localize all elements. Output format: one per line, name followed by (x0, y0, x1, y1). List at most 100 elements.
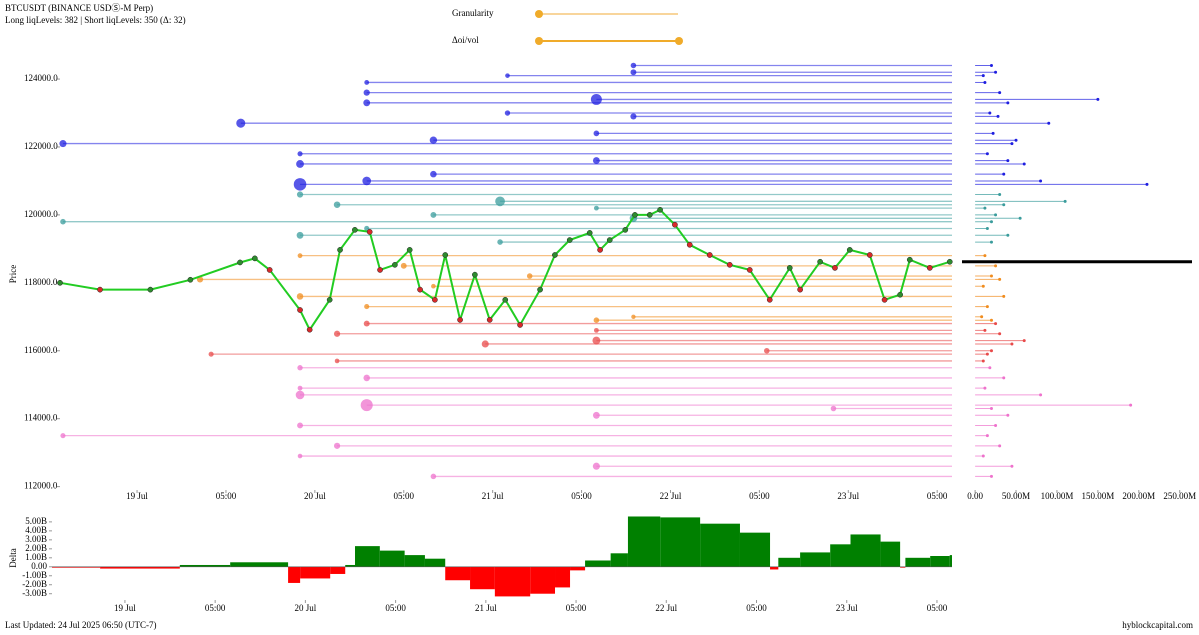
footer-updated: Last Updated: 24 Jul 2025 06:50 (UTC-7) (5, 620, 156, 630)
side-bar-end (989, 240, 993, 244)
side-bar-end (981, 454, 985, 458)
side-bar-end (996, 114, 1000, 118)
x-tick-label: 05:00 (385, 603, 406, 613)
price-point (251, 255, 258, 262)
x-tick-label: 20 Jul (304, 491, 326, 501)
side-bar-end (985, 305, 989, 309)
price-point (797, 286, 803, 293)
liq-bubble (592, 157, 600, 164)
slider-thumb[interactable] (675, 37, 683, 45)
slider-label: Δoi/vol (452, 35, 479, 45)
price-point (552, 252, 558, 258)
price-point (566, 237, 573, 243)
side-bar-end (1006, 159, 1010, 163)
delta-bar (530, 566, 556, 594)
liq-bubble (236, 118, 246, 128)
liq-bubble (430, 170, 437, 178)
price-point (406, 247, 413, 253)
y-axis-label: Price (8, 265, 18, 284)
price-point (432, 296, 438, 303)
price-point (706, 252, 713, 258)
price-point (906, 256, 913, 263)
delta-bar (470, 566, 495, 590)
liq-bubble (593, 317, 600, 323)
liq-bubble (362, 176, 372, 186)
delta-bar (850, 534, 881, 567)
side-bar-end (983, 386, 987, 390)
liq-bubble (297, 365, 303, 371)
side-bar-end (991, 131, 995, 135)
side-bar-end (994, 213, 998, 217)
price-point (881, 296, 888, 303)
liq-bubble (363, 89, 370, 96)
x-tick-label: 0.00 (967, 491, 983, 501)
side-bar-end (994, 423, 998, 427)
x-tick-label: 21 Jul (475, 603, 497, 613)
x-tick-label: 22 Jul (660, 491, 682, 501)
price-point (457, 316, 463, 323)
y-tick-label: 112000.0 (24, 481, 58, 491)
x-tick-label: 50.00M (1002, 491, 1030, 501)
liq-bubble (334, 358, 340, 364)
side-bar-end (998, 332, 1002, 336)
side-bar-end (1063, 199, 1067, 203)
y-tick-label: 120000.0 (24, 209, 58, 219)
price-point (392, 261, 398, 268)
price-point (946, 258, 953, 265)
liq-bubble (430, 473, 437, 480)
x-tick-label: 05:00 (566, 603, 587, 613)
liq-bubble (364, 80, 370, 85)
delta-bar (770, 566, 779, 570)
liq-bubble (208, 351, 214, 357)
delta-bar (830, 544, 851, 567)
liq-bubble (296, 160, 304, 168)
side-bar-end (1047, 121, 1051, 125)
liq-bubble (333, 442, 341, 449)
delta-bar (555, 566, 571, 588)
side-bar-end (985, 226, 989, 230)
y-tick-label: 2.00B (25, 543, 47, 553)
title: BTCUSDT (BINANCE USDⓈ-M Perp) (5, 3, 153, 13)
x-tick-label: 19 Jul (126, 491, 148, 501)
price-point (746, 267, 753, 273)
slider-thumb[interactable] (535, 37, 543, 45)
liq-bubble (297, 253, 303, 259)
y-tick-label: 0.00 (31, 561, 47, 571)
price-point (586, 230, 593, 236)
liq-bubble (590, 93, 602, 105)
side-bar-end (1002, 294, 1006, 298)
side-bar-end (1006, 233, 1010, 237)
side-bar-end (989, 274, 993, 278)
price-point (337, 247, 343, 253)
liq-bubble (504, 110, 511, 116)
side-bar-end (998, 444, 1002, 448)
side-bar-end (1002, 203, 1006, 207)
delta-bar (379, 550, 405, 567)
price-point (846, 247, 853, 253)
price-point (817, 258, 823, 265)
side-bar-end (1010, 142, 1014, 146)
delta-bar (345, 564, 356, 567)
liq-bubble (764, 347, 770, 354)
y-tick-label: 4.00B (25, 525, 47, 535)
delta-bar (230, 562, 289, 567)
liq-bubble (297, 453, 303, 459)
slider-thumb[interactable] (535, 10, 543, 18)
liq-bubble (297, 422, 303, 429)
delta-bar (100, 566, 180, 569)
delta-bar (585, 560, 611, 567)
delta-bar (905, 557, 931, 567)
y-tick-label: 118000.0 (24, 277, 58, 287)
side-bar-end (1010, 342, 1014, 346)
liq-bubble (593, 327, 599, 333)
liq-bubble (592, 411, 600, 419)
x-tick-label: 20 Jul (295, 603, 317, 613)
price-point (57, 279, 63, 286)
liq-bubble (631, 314, 636, 319)
side-bar-end (1022, 339, 1026, 343)
liq-bubble (429, 136, 438, 144)
x-tick-label: 22 Jul (655, 603, 677, 613)
price-point (686, 241, 693, 248)
x-tick-label: 05:00 (749, 491, 770, 501)
y-tick-label: -1.00B (22, 570, 47, 580)
